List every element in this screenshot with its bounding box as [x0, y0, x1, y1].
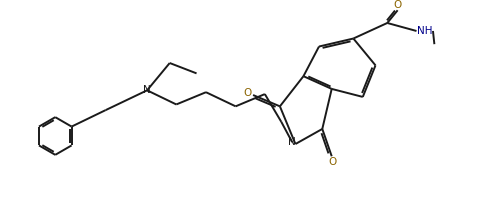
Text: O: O — [243, 88, 251, 98]
Text: O: O — [394, 0, 402, 10]
Text: N: N — [143, 85, 151, 95]
Text: NH: NH — [417, 26, 432, 36]
Text: O: O — [329, 157, 337, 167]
Text: N: N — [288, 137, 296, 147]
